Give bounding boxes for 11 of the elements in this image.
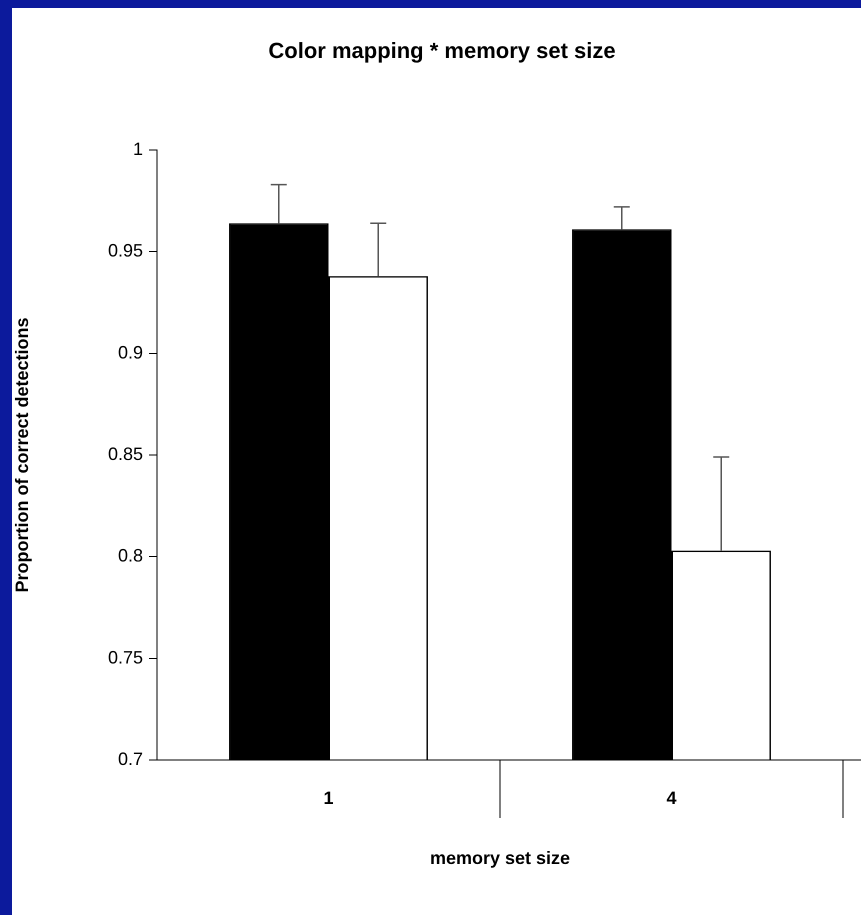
y-tick-label: 0.75 [108,647,143,668]
y-tick-label: 0.9 [118,342,143,362]
x-tick-label: 4 [666,788,677,808]
y-axis-title: Proportion of correct detections [12,317,32,593]
y-tick-label: 1 [132,138,143,159]
chart-title: Color mapping * memory set size [268,38,616,64]
y-tick-label: 0.95 [108,240,143,261]
y-tick-label: 0.85 [108,444,143,464]
x-axis-title: memory set size [430,848,570,868]
y-tick-label: 0.8 [118,546,143,566]
y-tick-label: 0.7 [118,748,143,769]
